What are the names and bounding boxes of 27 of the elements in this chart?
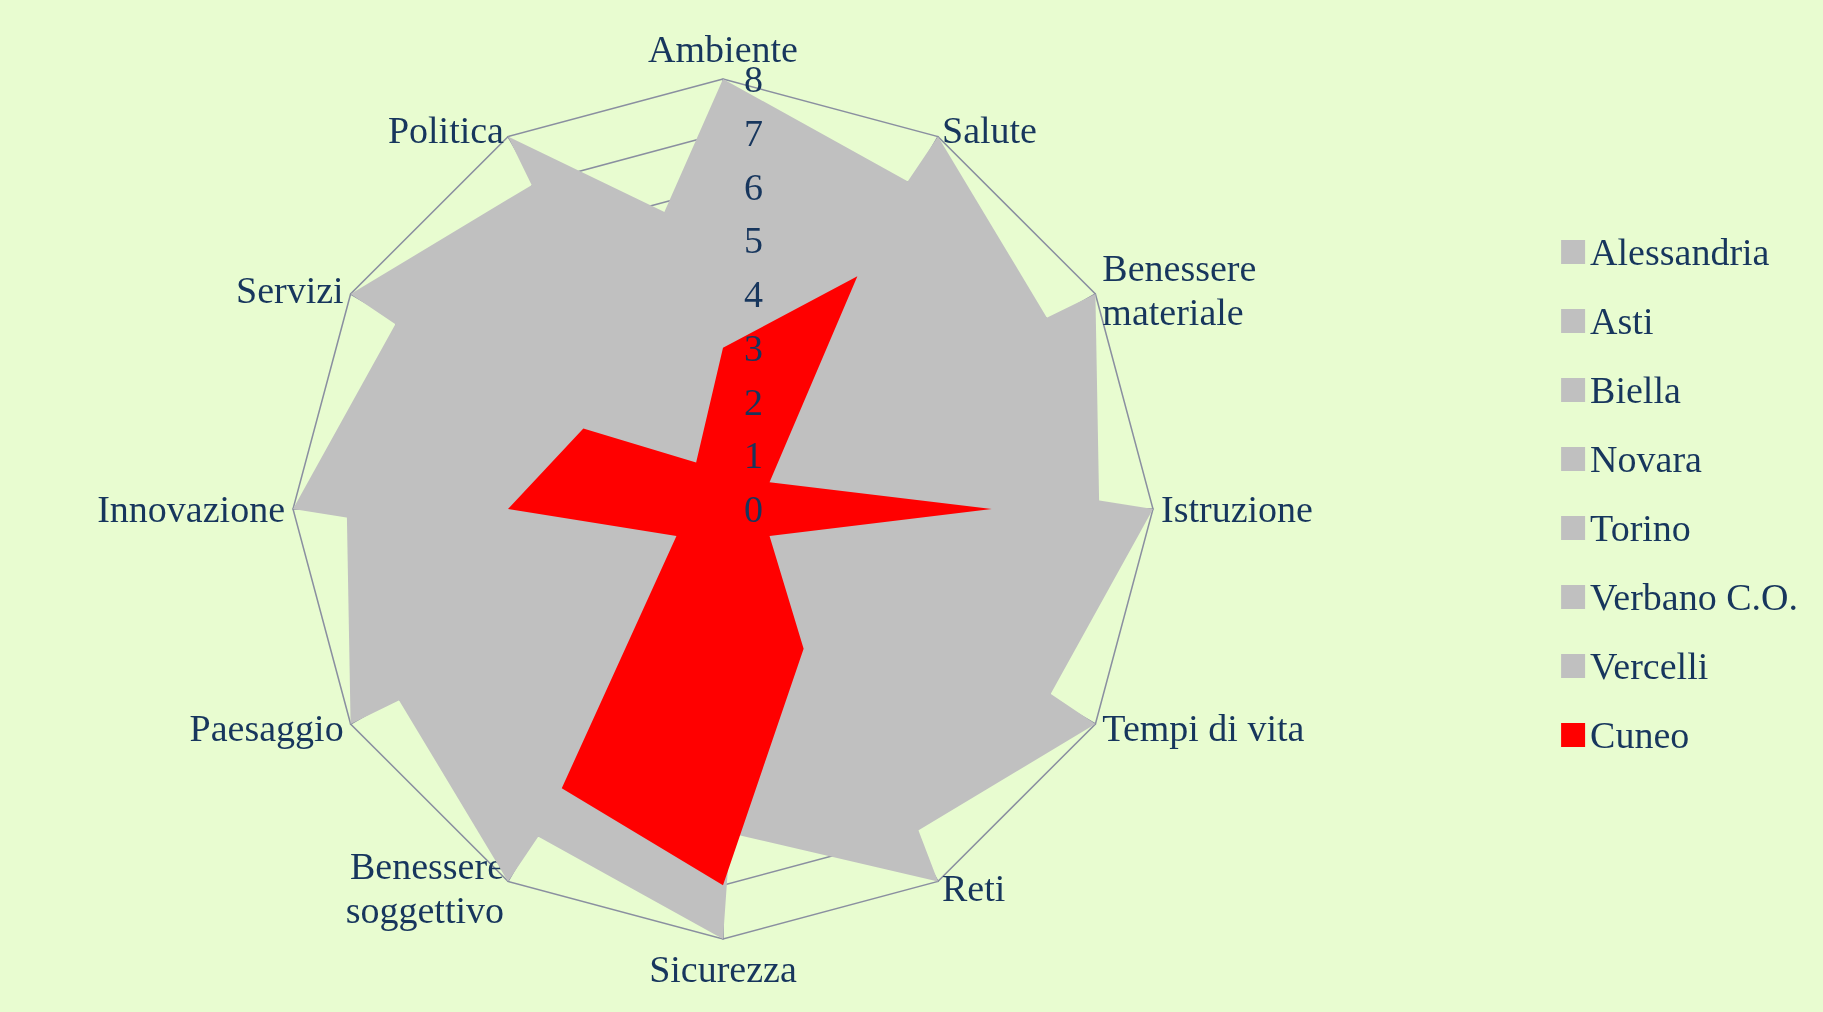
spoke-label: Paesaggio [189, 707, 344, 749]
legend-label: Alessandria [1590, 231, 1770, 273]
spoke-label: Istruzione [1161, 488, 1313, 530]
spoke-label: Benessere materiale [1102, 247, 1257, 333]
legend-label: Asti [1590, 300, 1654, 342]
spoke-label: Salute [942, 108, 1037, 151]
y-tick-label: 2 [744, 380, 763, 423]
spoke-label: Servizi [236, 269, 344, 311]
y-tick-label: 0 [744, 488, 763, 530]
legend-label: Biella [1590, 369, 1681, 411]
y-tick-label: 3 [744, 326, 763, 369]
y-tick-label: 4 [744, 273, 763, 315]
spoke-label: Benessere soggettivo [345, 845, 504, 932]
spoke-label: Innovazione [97, 488, 285, 530]
y-tick-label: 1 [744, 434, 763, 477]
spoke-label: Sicurezza [649, 948, 797, 990]
legend-label: Verbano C.O. [1590, 576, 1798, 618]
legend-label: Cuneo [1590, 714, 1690, 756]
y-tick-label: 5 [744, 219, 763, 262]
spoke-label: Reti [942, 867, 1006, 910]
spoke-label: Politica [387, 108, 505, 151]
spoke-label: Tempi di vita [1102, 707, 1305, 749]
y-tick-label: 7 [744, 111, 763, 154]
legend-label: Torino [1590, 507, 1691, 549]
y-tick-label: 6 [744, 165, 763, 208]
legend-label: Vercelli [1590, 645, 1709, 687]
legend-label: Novara [1590, 438, 1703, 480]
